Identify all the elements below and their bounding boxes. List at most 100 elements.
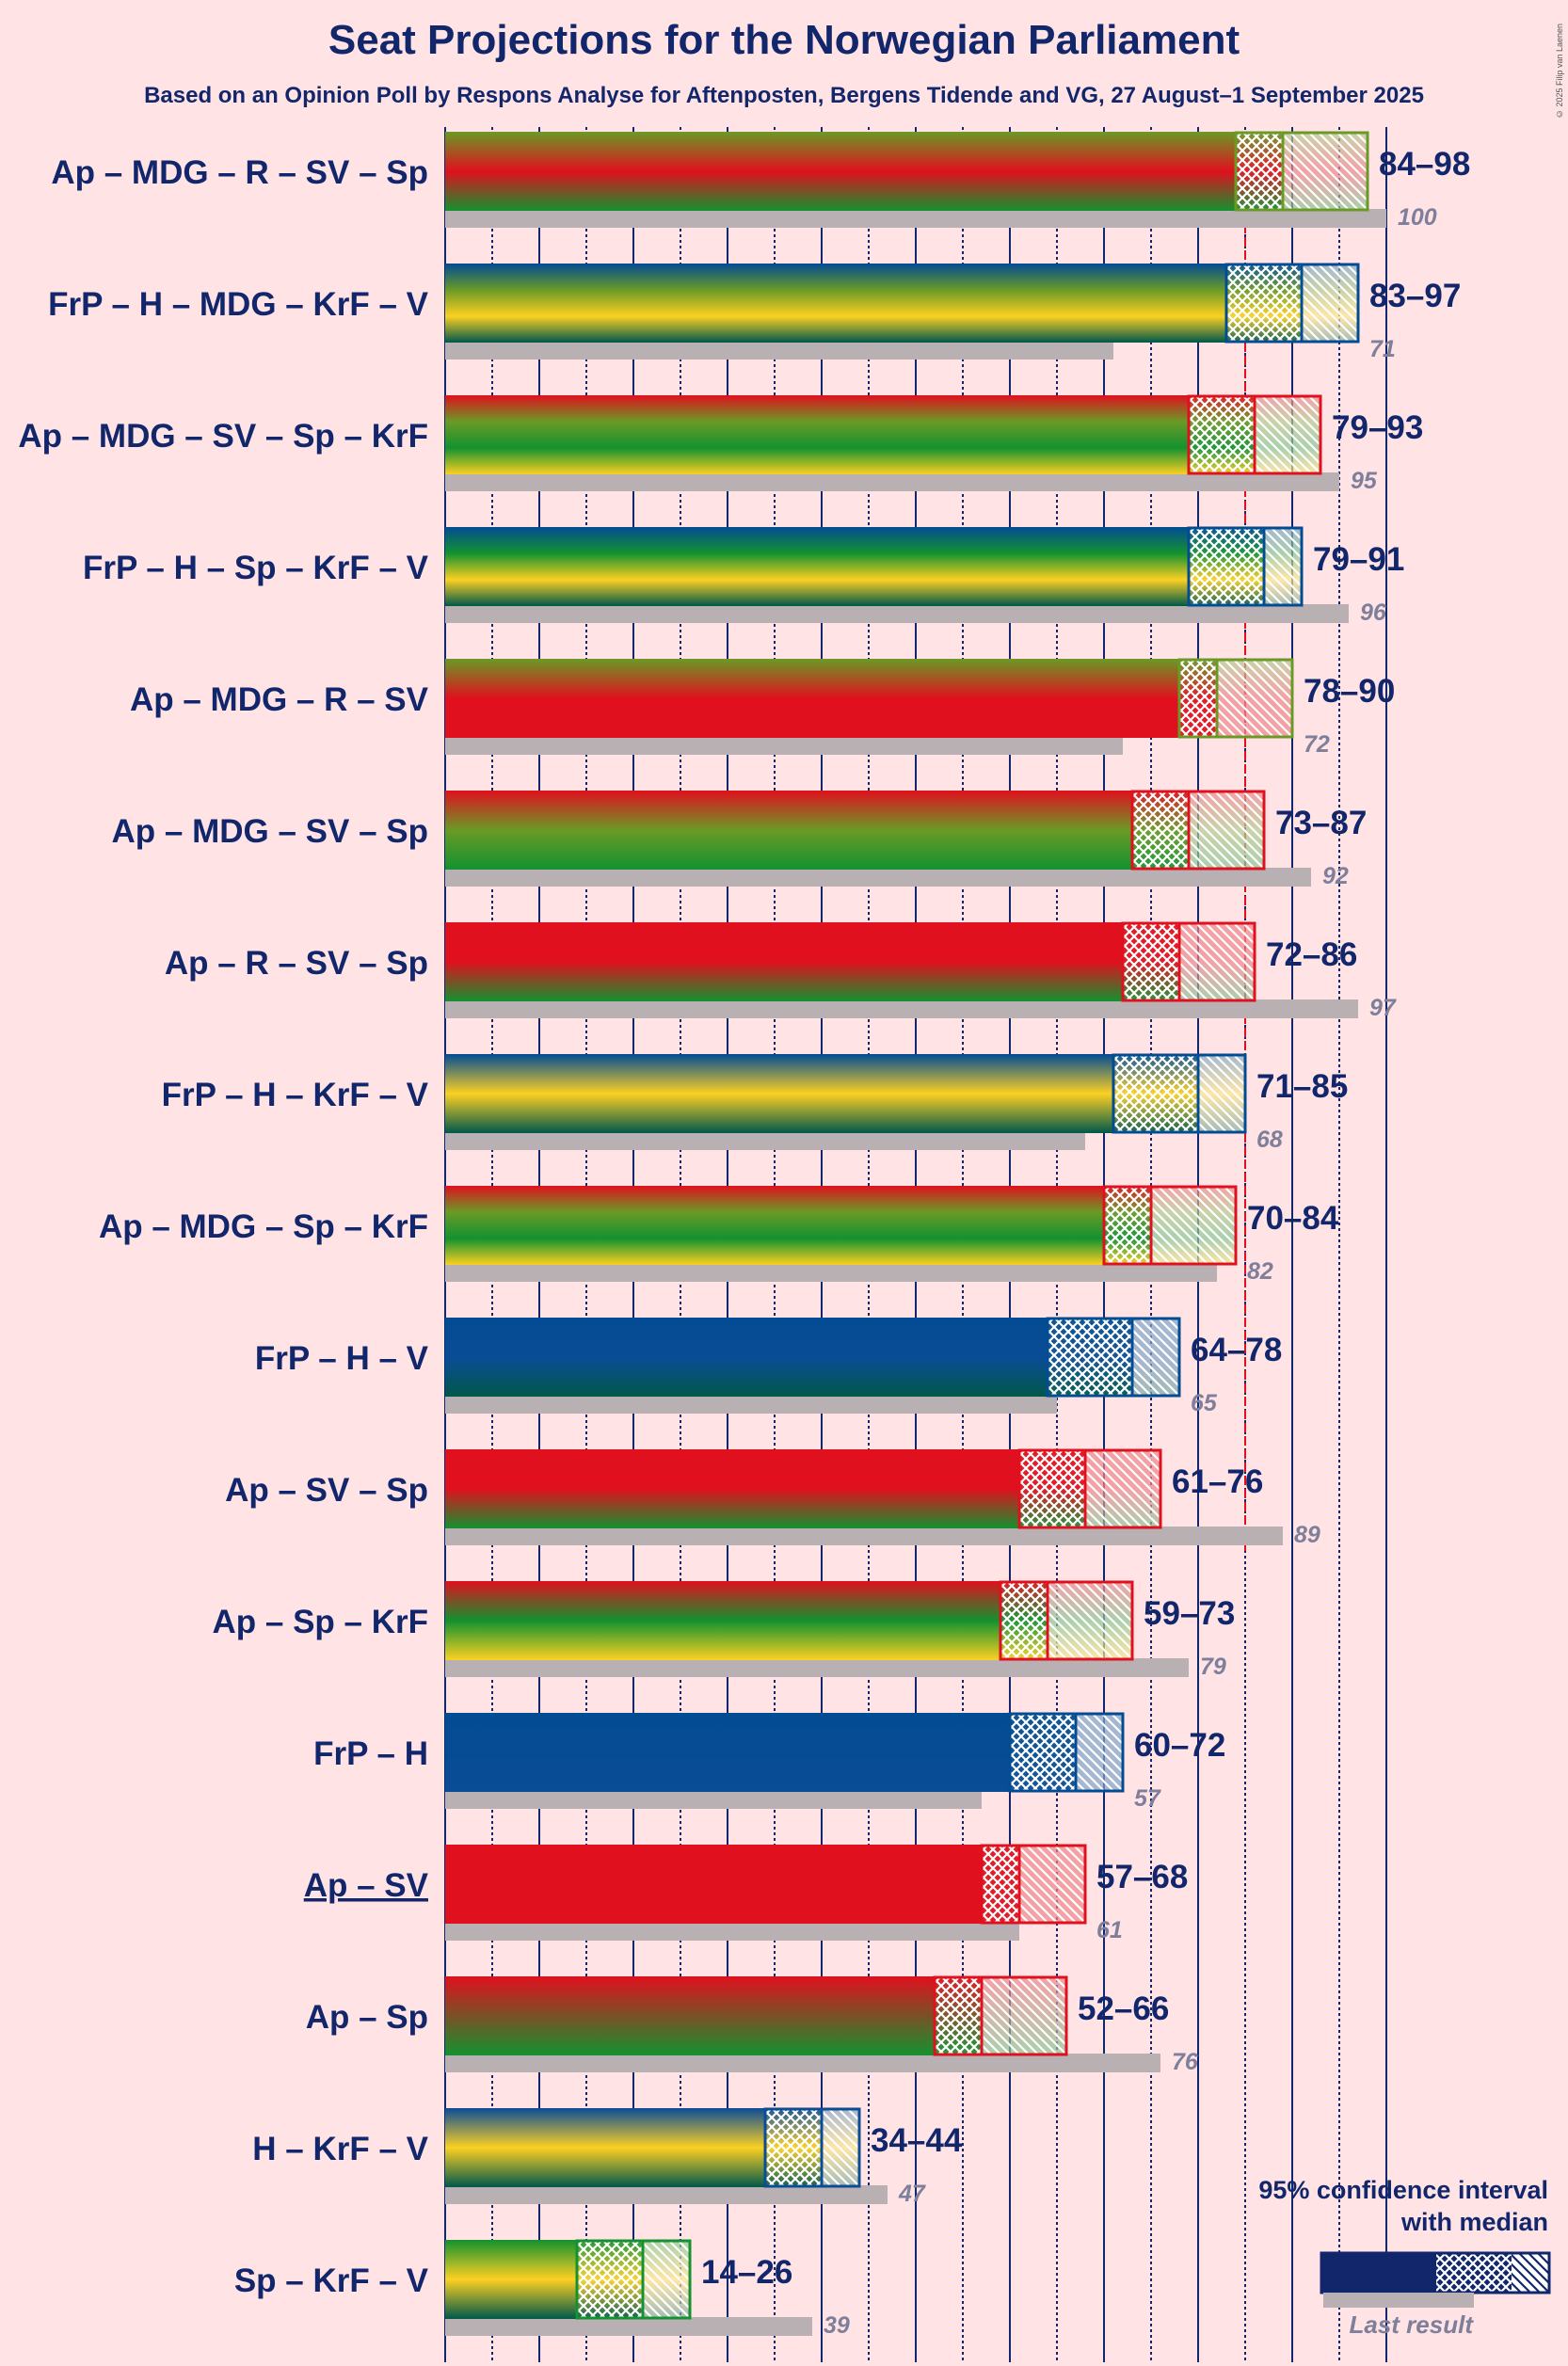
range-label: 84–98 <box>1379 146 1470 183</box>
last-result-label: 95 <box>1351 468 1378 494</box>
ci-frame <box>1177 658 1294 739</box>
last-result-bar <box>445 341 1113 360</box>
last-result-label: 57 <box>1134 1785 1161 1812</box>
last-result-label: 97 <box>1369 995 1397 1021</box>
last-result-label: 65 <box>1191 1390 1218 1416</box>
ci-lower-hatch <box>1179 659 1217 738</box>
range-label: 83–97 <box>1369 278 1461 314</box>
ci-lower-hatch <box>1048 1318 1132 1397</box>
ci-lower-hatch <box>1010 1713 1076 1792</box>
legend-title: 95% confidence interval with median <box>1242 2174 1548 2238</box>
ci-lower-hatch <box>982 1845 1019 1924</box>
seat-bar <box>445 395 1189 474</box>
range-label: 79–91 <box>1313 541 1404 578</box>
seat-bar <box>445 132 1236 211</box>
coalition-label: FrP – H – MDG – KrF – V <box>48 286 429 323</box>
ci-lower-hatch <box>1189 395 1255 474</box>
ci-frame <box>1234 131 1369 212</box>
ci-upper-hatch <box>1019 1845 1085 1924</box>
ci-lower-hatch <box>765 2108 822 2187</box>
coalition-label: H – KrF – V <box>252 2131 428 2167</box>
coalition-row: Ap – MDG – R – SV 78–90 72 <box>130 658 1395 758</box>
ci-frame <box>1187 526 1304 607</box>
coalition-label: FrP – H – KrF – V <box>162 1077 429 1113</box>
range-label: 61–76 <box>1172 1463 1263 1500</box>
ci-frame <box>999 1580 1134 1661</box>
ci-lower-hatch <box>1236 132 1283 211</box>
last-result-label: 68 <box>1256 1127 1283 1153</box>
ci-frame <box>1130 790 1266 871</box>
last-result-label: 61 <box>1096 1917 1123 1943</box>
seat-bar <box>445 1845 982 1924</box>
last-result-bar <box>445 868 1311 887</box>
ci-lower-hatch <box>1226 264 1302 343</box>
coalition-label: FrP – H – V <box>255 1340 429 1377</box>
seat-bar <box>445 1318 1048 1397</box>
seat-bar <box>445 659 1179 738</box>
last-result-bar <box>445 2317 812 2336</box>
ci-lower-hatch <box>1123 922 1179 1001</box>
legend-last-result-label: Last result <box>1349 2310 1474 2339</box>
coalition-row: Ap – MDG – R – SV – Sp 84–98 100 <box>51 131 1470 231</box>
last-result-bar <box>445 1658 1189 1677</box>
coalition-label: Ap – MDG – SV – Sp <box>112 813 428 850</box>
chart-subtitle: Based on an Opinion Poll by Respons Anal… <box>144 83 1424 108</box>
legend <box>1320 2251 1551 2308</box>
ci-upper-hatch <box>1217 659 1292 738</box>
ci-frame <box>1121 921 1256 1002</box>
range-label: 79–93 <box>1332 409 1423 446</box>
last-result-bar <box>445 1263 1217 1282</box>
legend-solid-swatch <box>1321 2253 1436 2293</box>
ci-lower-hatch <box>1000 1581 1048 1660</box>
coalition-row: FrP – H 60–72 57 <box>313 1712 1225 1812</box>
range-label: 71–85 <box>1256 1068 1348 1105</box>
coalition-label: Ap – MDG – Sp – KrF <box>99 1208 428 1245</box>
coalition-row: Ap – MDG – SV – Sp – KrF 79–93 95 <box>18 394 1423 494</box>
coalition-label: Ap – MDG – R – SV – Sp <box>51 154 428 191</box>
coalition-row: Ap – SV 57–68 61 <box>304 1844 1188 1943</box>
coalition-label: FrP – H <box>313 1735 428 1772</box>
last-result-bar <box>445 1131 1085 1150</box>
last-result-bar <box>445 736 1123 755</box>
ci-lower-hatch <box>935 1976 982 2055</box>
ci-upper-hatch <box>982 1976 1066 2055</box>
coalition-label: Ap – SV – Sp <box>225 1472 428 1509</box>
ci-upper-hatch <box>1076 1713 1123 1792</box>
coalition-label: FrP – H – Sp – KrF – V <box>83 550 429 586</box>
seat-bar <box>445 791 1132 870</box>
ci-frame <box>1112 1053 1247 1134</box>
ci-upper-hatch <box>643 2240 690 2319</box>
coalition-label: Ap – R – SV – Sp <box>165 945 428 982</box>
coalition-label: Sp – KrF – V <box>234 2262 429 2299</box>
range-label: 70–84 <box>1247 1200 1339 1237</box>
range-label: 60–72 <box>1134 1727 1225 1764</box>
range-label: 57–68 <box>1096 1859 1188 1895</box>
ci-frame <box>1224 263 1360 344</box>
last-result-label: 76 <box>1172 2049 1199 2075</box>
ci-lower-hatch <box>1113 1054 1198 1133</box>
last-result-bar <box>445 1790 982 1809</box>
range-label: 72–86 <box>1266 936 1357 973</box>
legend-title-line2: with median <box>1400 2208 1548 2236</box>
ci-lower-hatch <box>1104 1186 1151 1265</box>
last-result-bar <box>445 1527 1283 1545</box>
ci-upper-hatch <box>1189 791 1264 870</box>
range-label: 52–66 <box>1078 1990 1169 2027</box>
seat-bar <box>445 1054 1113 1133</box>
last-result-bar <box>445 209 1386 228</box>
coalition-row: FrP – H – MDG – KrF – V 83–97 71 <box>48 263 1461 362</box>
last-result-bar <box>445 1395 1057 1414</box>
last-result-bar <box>445 2054 1160 2072</box>
coalition-row: Ap – R – SV – Sp 72–86 97 <box>165 921 1397 1021</box>
ci-upper-hatch <box>1179 922 1255 1001</box>
ci-upper-hatch <box>1048 1581 1132 1660</box>
chart-title: Seat Projections for the Norwegian Parli… <box>328 17 1240 63</box>
coalition-row: FrP – H – Sp – KrF – V 79–91 96 <box>83 526 1404 626</box>
ci-upper-hatch <box>1151 1186 1236 1265</box>
last-result-label: 47 <box>898 2181 926 2207</box>
coalition-row: Ap – SV – Sp 61–76 89 <box>225 1448 1320 1548</box>
last-result-label: 71 <box>1369 336 1396 362</box>
last-result-label: 79 <box>1200 1654 1226 1680</box>
